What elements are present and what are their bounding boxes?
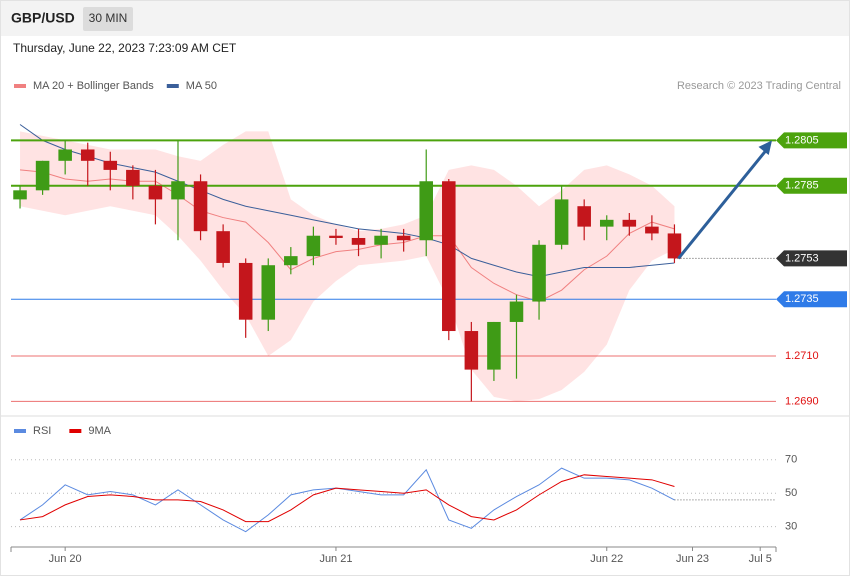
legend-label: MA 20 + Bollinger Bands: [33, 80, 154, 92]
level-label: 1.2735: [785, 293, 819, 305]
x-tick-label: Jun 22: [590, 553, 623, 565]
legend-swatch: [166, 84, 179, 88]
candle-body: [599, 219, 614, 227]
level-label: 1.2785: [785, 180, 819, 192]
candle-body: [216, 231, 230, 263]
indicator-tick-label: 50: [785, 487, 797, 499]
x-tick-label: Jul 5: [749, 553, 772, 565]
indicator-line: [19, 467, 675, 533]
indicator-line: [19, 474, 675, 523]
candle-body: [509, 301, 524, 322]
candle-body: [35, 160, 50, 191]
level-label: 1.2710: [785, 350, 819, 362]
candle-body: [329, 235, 343, 238]
candle-body: [577, 206, 591, 227]
candle-body: [374, 235, 388, 245]
indicator-tick-label: 70: [785, 454, 797, 466]
candle-body: [80, 149, 95, 161]
x-tick-label: Jun 23: [676, 553, 709, 565]
level-label: 1.2753: [785, 252, 819, 264]
candle-body: [306, 235, 321, 257]
legend-swatch: [14, 84, 26, 88]
candle-body: [148, 185, 163, 200]
candle-body: [464, 331, 479, 370]
candle-body: [622, 219, 637, 227]
level-label-box: [776, 250, 847, 267]
level-label: 1.2690: [785, 395, 819, 407]
level-label-box: [776, 177, 847, 194]
candle-body: [419, 181, 433, 241]
candle-body: [58, 149, 72, 161]
candle-body: [351, 237, 366, 245]
legend-swatch: [14, 429, 26, 433]
forecast-arrow: [677, 149, 768, 260]
legend-label: 9MA: [88, 425, 111, 437]
candle-body: [261, 265, 276, 320]
candle-body: [171, 181, 185, 200]
timeframe[interactable]: 30 MIN: [89, 11, 128, 25]
candle-body: [13, 190, 27, 200]
legend-label: RSI: [33, 425, 51, 437]
header-bar: [1, 1, 849, 36]
candle-body: [532, 244, 546, 302]
candle-body: [126, 169, 140, 186]
symbol: GBP/USD: [11, 10, 75, 26]
candle-body: [645, 226, 659, 234]
x-tick-label: Jun 20: [49, 553, 82, 565]
candle-body: [284, 256, 298, 266]
candle-body: [554, 199, 569, 245]
subtitle: Thursday, June 22, 2023 7:23:09 AM CET: [13, 41, 237, 55]
timeframe-box[interactable]: [83, 7, 133, 31]
candle-body: [487, 321, 501, 370]
legend-swatch: [69, 429, 82, 433]
candle-body: [442, 181, 456, 332]
candle-body: [396, 235, 411, 241]
level-label: 1.2805: [785, 134, 819, 146]
candle-body: [103, 160, 118, 170]
legend-label: MA 50: [186, 80, 217, 92]
forecast-arrowhead: [758, 140, 772, 156]
level-label-box: [776, 291, 847, 308]
indicator-tick-label: 30: [785, 521, 797, 533]
candle-body: [193, 181, 208, 232]
x-tick-label: Jun 21: [319, 553, 352, 565]
candle-body: [667, 233, 682, 259]
level-label-box: [776, 132, 847, 149]
candle-body: [238, 262, 253, 320]
moving-average: [19, 124, 675, 278]
credit: Research © 2023 Trading Central: [677, 80, 841, 92]
